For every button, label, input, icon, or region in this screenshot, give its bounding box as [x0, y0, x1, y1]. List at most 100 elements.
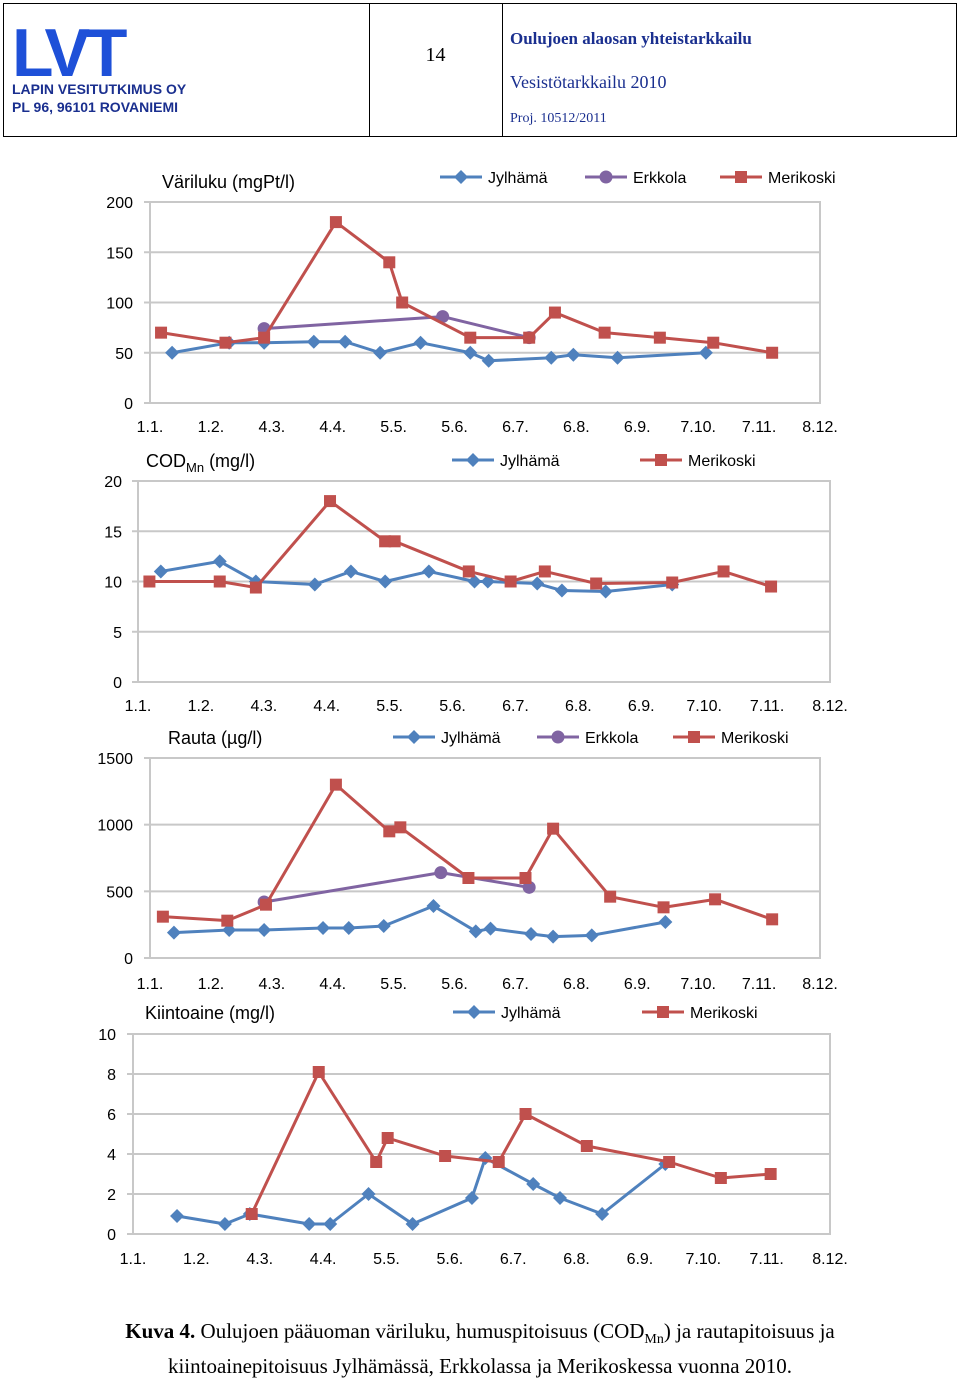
- data-point: [376, 919, 391, 933]
- data-point: [383, 256, 396, 269]
- data-point: [464, 1191, 479, 1205]
- project-number: Proj. 10512/2011: [510, 111, 607, 126]
- legend-label: Jylhämä: [488, 170, 548, 187]
- plot-frame: [149, 757, 821, 959]
- y-tick-label: 15: [104, 524, 122, 541]
- figure-caption: Kuva 4. Oulujoen pääuoman väriluku, humu…: [0, 1318, 960, 1379]
- legend-label: Merikoski: [690, 1005, 758, 1022]
- data-point: [462, 872, 475, 884]
- y-tick-label: 1000: [97, 818, 133, 835]
- x-tick-label: 4.3.: [246, 1251, 273, 1268]
- caption-line-1: Kuva 4. Oulujoen pääuoman väriluku, humu…: [0, 1318, 960, 1353]
- y-tick-label: 6: [107, 1107, 116, 1124]
- data-point: [258, 331, 271, 344]
- x-tick-label: 5.5.: [380, 976, 407, 993]
- data-point: [436, 310, 450, 324]
- y-tick-label: 2: [107, 1187, 116, 1204]
- x-tick-label: 5.6.: [441, 419, 468, 436]
- data-point: [316, 921, 331, 935]
- data-point: [522, 880, 536, 894]
- data-point: [396, 296, 409, 309]
- data-point: [765, 580, 778, 593]
- x-tick-label: 8.12.: [802, 976, 838, 993]
- data-point: [307, 577, 322, 592]
- y-tick-label: 5: [113, 625, 122, 642]
- series-line: [250, 1070, 771, 1215]
- legend-marker: [407, 730, 421, 744]
- caption-text-1-end: ) ja rautapitoisuus ja: [663, 1319, 835, 1343]
- data-point: [590, 577, 603, 590]
- data-point: [343, 564, 358, 579]
- data-point: [213, 575, 226, 588]
- data-point: [324, 495, 337, 508]
- data-point: [381, 1132, 394, 1144]
- y-tick-label: 200: [106, 195, 133, 212]
- caption-line-2: kiintoainepitoisuus Jylhämässä, Erkkolas…: [167, 1354, 793, 1379]
- page-header: LVT LAPIN VESITUTKIMUS OY PL 96, 96101 R…: [3, 3, 957, 137]
- x-tick-label: 1.1.: [120, 1251, 147, 1268]
- y-tick-label: 10: [104, 575, 122, 592]
- data-point: [426, 899, 441, 913]
- y-tick-label: 8: [107, 1067, 116, 1084]
- data-point: [547, 822, 560, 835]
- x-tick-label: 8.12.: [812, 1251, 848, 1268]
- x-tick-label: 4.3.: [258, 976, 285, 993]
- y-tick-label: 150: [106, 245, 133, 262]
- legend-marker: [688, 731, 700, 743]
- data-point: [217, 1217, 232, 1231]
- data-point: [155, 326, 168, 339]
- header-logo-cell: LVT LAPIN VESITUTKIMUS OY PL 96, 96101 R…: [4, 4, 370, 136]
- x-tick-label: 4.4.: [310, 1251, 337, 1268]
- data-point: [323, 1217, 338, 1231]
- x-tick-label: 5.5.: [373, 1251, 400, 1268]
- data-point: [523, 331, 536, 344]
- data-point: [312, 1066, 325, 1078]
- y-tick-label: 100: [106, 296, 133, 313]
- chart-title: Kiintoaine (mg/l): [145, 1003, 275, 1023]
- data-point: [524, 927, 539, 941]
- y-tick-label: 4: [107, 1147, 116, 1164]
- caption-text-1: Oulujoen pääuoman väriluku, humuspitoisu…: [195, 1319, 645, 1343]
- legend-label: Merikoski: [768, 170, 836, 187]
- data-point: [544, 350, 559, 365]
- data-point: [388, 535, 401, 548]
- page-number: 14: [425, 44, 446, 66]
- data-point: [604, 890, 617, 903]
- data-point: [379, 535, 392, 548]
- data-point: [329, 216, 342, 229]
- data-point: [165, 345, 180, 360]
- y-tick-label: 20: [104, 474, 122, 491]
- x-tick-label: 4.4.: [319, 976, 346, 993]
- x-tick-label: 4.3.: [250, 698, 277, 715]
- data-point: [657, 901, 670, 914]
- y-tick-label: 10: [98, 1027, 116, 1044]
- data-point: [219, 336, 232, 349]
- data-point: [166, 925, 181, 940]
- company-name: LAPIN VESITUTKIMUS OY: [12, 81, 187, 97]
- data-point: [698, 345, 713, 360]
- data-point: [766, 346, 779, 359]
- legend-marker: [657, 1006, 669, 1018]
- data-point: [553, 1191, 568, 1205]
- data-point: [249, 581, 262, 594]
- data-point: [361, 1187, 376, 1201]
- data-point: [504, 575, 517, 588]
- data-point: [259, 898, 272, 911]
- legend-marker: [467, 1005, 481, 1019]
- x-tick-label: 1.2.: [188, 698, 215, 715]
- header-page-cell: 14: [369, 4, 503, 136]
- data-point: [584, 928, 599, 943]
- data-point: [306, 334, 321, 349]
- x-tick-label: 8.12.: [802, 419, 838, 436]
- plot-frame: [132, 1033, 831, 1235]
- legend-marker: [655, 454, 667, 466]
- report-title: Oulujoen alaosan yhteistarkkailu: [510, 29, 752, 48]
- x-tick-label: 5.6.: [436, 1251, 463, 1268]
- data-point: [709, 893, 722, 906]
- legend-label: Jylhämä: [501, 1005, 561, 1022]
- data-point: [764, 1168, 777, 1180]
- legend-marker: [735, 171, 747, 183]
- x-tick-label: 5.6.: [441, 976, 468, 993]
- data-point: [666, 576, 679, 589]
